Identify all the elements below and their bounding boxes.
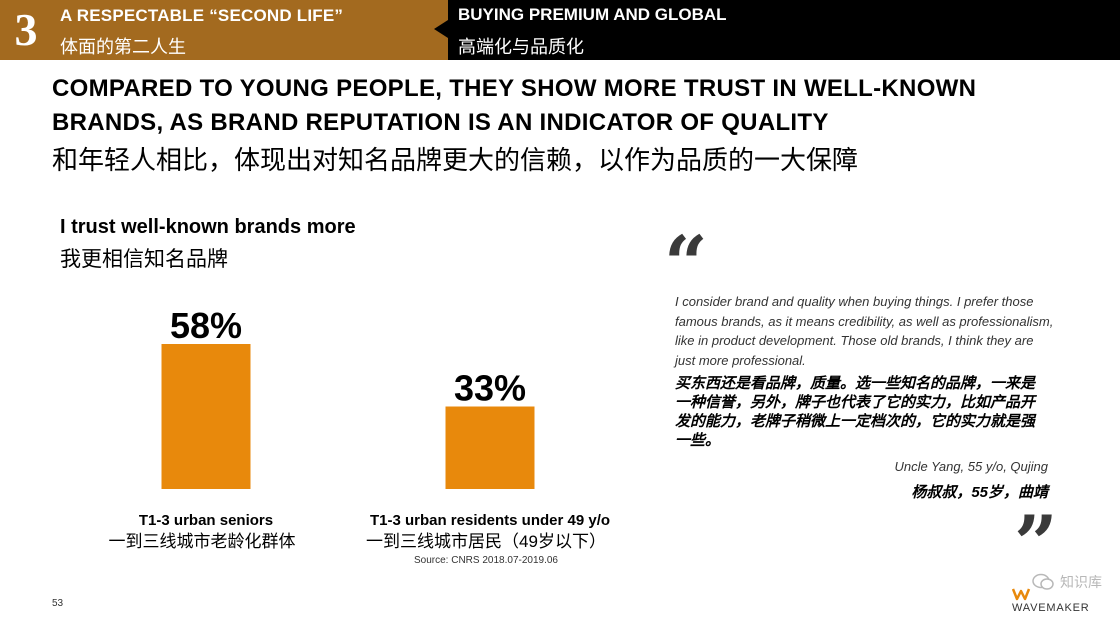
quote-attribution-en: Uncle Yang, 55 y/o, Qujing [894, 459, 1048, 474]
bar-1 [161, 344, 251, 489]
category-label-en: T1-3 urban residents under 49 y/o [370, 512, 610, 529]
section-number: 3 [14, 4, 38, 55]
category-label-cn: 一到三线城市居民（49岁以下） [366, 532, 606, 551]
watermark-text: 知识库 [1060, 574, 1102, 590]
header-left-banner: 3 A RESPECTABLE “SECOND LIFE” 体面的第二人生 [0, 0, 448, 60]
subsection-title-en: BUYING PREMIUM AND GLOBAL [458, 5, 727, 24]
bar-2 [445, 406, 535, 489]
chart-title-en: I trust well-known brands more [60, 216, 356, 238]
section-title-cn: 体面的第二人生 [60, 37, 186, 57]
headline-cn: 和年轻人相比，体现出对知名品牌更大的信赖，以作为品质的一大保障 [52, 145, 859, 175]
bar-value-label: 58% [170, 305, 242, 346]
subsection-title-cn: 高端化与品质化 [458, 37, 584, 57]
quote-close-icon: ” [1014, 499, 1058, 588]
quote-open-icon: “ [664, 219, 708, 308]
category-label-cn: 一到三线城市老龄化群体 [109, 532, 296, 551]
brand-name: WAVEMAKER [1012, 602, 1090, 614]
quote-text-en: I consider brand and quality when buying… [675, 294, 1054, 368]
wavemaker-logo-icon [1012, 588, 1031, 601]
headline-en: COMPARED TO YOUNG PEOPLE, THEY SHOW MORE… [52, 75, 977, 136]
header-arrow-icon [434, 20, 448, 38]
source-note: Source: CNRS 2018.07-2019.06 [414, 555, 558, 566]
bar-chart: 58% T1-3 urban seniors 一到三线城市老龄化群体 33% T1-3 … [109, 305, 611, 551]
section-title-en: A RESPECTABLE “SECOND LIFE” [60, 6, 344, 25]
header-right-banner: BUYING PREMIUM AND GLOBAL 高端化与品质化 [448, 0, 1120, 60]
quote-text-cn: 买东西还是看品牌，质量。选一些知名的品牌，一来是一种信誉，另外，牌子也代表了它的… [675, 375, 1036, 449]
quote-attribution-cn: 杨叔叔，55岁，曲靖 [911, 484, 1048, 501]
chat-bubble-icon [1032, 573, 1054, 590]
bar-value-label: 33% [454, 368, 526, 409]
category-label-en: T1-3 urban seniors [139, 512, 273, 529]
chart-title-cn: 我更相信知名品牌 [60, 248, 228, 271]
page-number: 53 [52, 598, 64, 609]
